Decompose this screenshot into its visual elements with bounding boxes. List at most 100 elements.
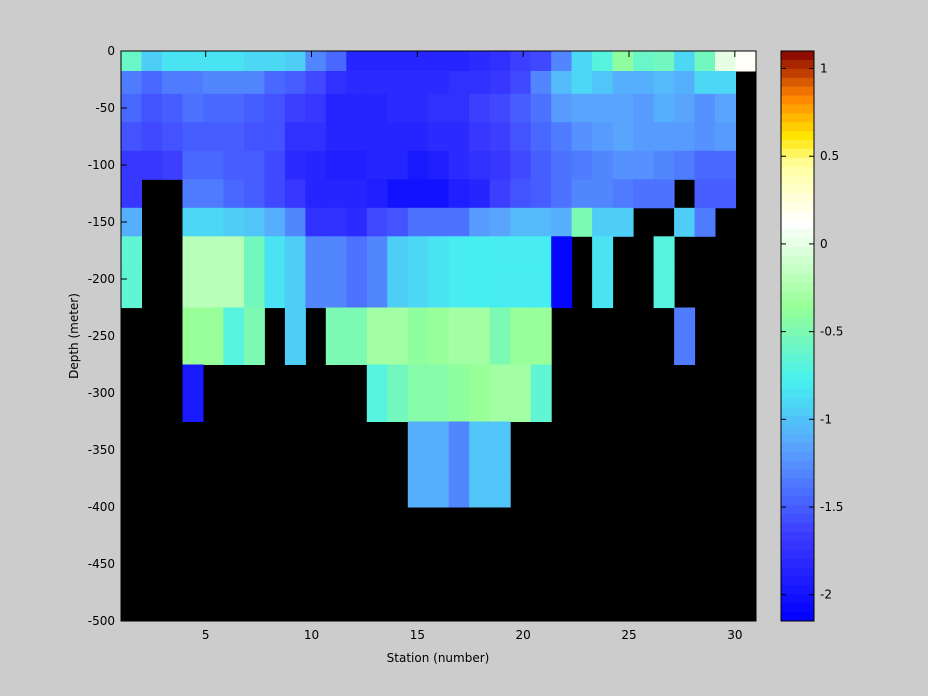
colorbar-tick-label: 1 bbox=[820, 62, 828, 76]
heatmap-cell bbox=[182, 264, 204, 309]
heatmap-cell bbox=[407, 236, 429, 266]
heatmap-cell bbox=[469, 236, 491, 266]
colorbar-swatch bbox=[781, 442, 814, 453]
heatmap-cell bbox=[694, 122, 716, 152]
heatmap-cell bbox=[223, 71, 245, 95]
heatmap-cell bbox=[284, 264, 306, 309]
heatmap-cell bbox=[571, 207, 593, 237]
colorbar-swatch bbox=[781, 371, 814, 381]
heatmap-cell bbox=[674, 150, 696, 180]
heatmap-cell bbox=[653, 236, 675, 266]
heatmap-cell bbox=[489, 421, 511, 479]
colorbar-swatch bbox=[781, 612, 814, 622]
colorbar-swatch bbox=[781, 603, 814, 613]
heatmap-cell bbox=[510, 71, 532, 95]
heatmap-cell bbox=[182, 307, 204, 365]
heatmap-cell bbox=[202, 122, 224, 152]
heatmap-cell bbox=[346, 207, 368, 237]
y-tick-label: -300 bbox=[88, 386, 115, 400]
heatmap-cell bbox=[387, 236, 409, 266]
colorbar-swatch bbox=[781, 531, 814, 542]
heatmap-cell bbox=[407, 51, 429, 72]
heatmap-cell bbox=[551, 51, 573, 72]
heatmap-cell bbox=[694, 207, 716, 237]
y-tick-label: -500 bbox=[88, 614, 115, 628]
heatmap-cell bbox=[694, 93, 716, 123]
colorbar-swatch bbox=[781, 264, 814, 275]
heatmap-cell bbox=[121, 71, 142, 95]
heatmap-cell bbox=[264, 122, 286, 152]
heatmap-cell bbox=[243, 71, 265, 95]
heatmap-cell bbox=[489, 478, 511, 508]
heatmap-cell bbox=[284, 71, 306, 95]
x-tick-label: 20 bbox=[516, 628, 531, 642]
heatmap-cell bbox=[202, 236, 224, 266]
colorbar-swatch bbox=[781, 193, 814, 203]
heatmap-cell bbox=[592, 122, 614, 152]
heatmap-cell bbox=[428, 51, 450, 72]
heatmap-cell bbox=[653, 179, 675, 209]
heatmap-cell bbox=[387, 71, 409, 95]
heatmap-cell bbox=[653, 122, 675, 152]
y-tick-label: -100 bbox=[88, 158, 115, 172]
heatmap-cell bbox=[243, 122, 265, 152]
heatmap-cell bbox=[551, 179, 573, 209]
heatmap-cell bbox=[366, 150, 388, 180]
heatmap-cell bbox=[223, 122, 245, 152]
heatmap-cell bbox=[448, 264, 470, 309]
heatmap-cell bbox=[510, 307, 532, 365]
heatmap-cell bbox=[243, 236, 265, 266]
heatmap-cell bbox=[448, 364, 470, 422]
heatmap-cell bbox=[284, 93, 306, 123]
heatmap-cell bbox=[121, 122, 142, 152]
colorbar-swatch bbox=[781, 148, 814, 159]
heatmap-cell bbox=[510, 122, 532, 152]
heatmap-cell bbox=[305, 264, 327, 309]
colorbar-swatch bbox=[781, 122, 814, 132]
heatmap-cell bbox=[202, 150, 224, 180]
heatmap-cell bbox=[264, 71, 286, 95]
heatmap-cell bbox=[264, 93, 286, 123]
heatmap-cell bbox=[428, 364, 450, 422]
heatmap-cell bbox=[202, 179, 224, 209]
heatmap-cell bbox=[448, 150, 470, 180]
heatmap-cell bbox=[735, 51, 757, 72]
colorbar-swatch bbox=[781, 585, 814, 595]
heatmap-cell bbox=[674, 207, 696, 237]
colorbar-swatch bbox=[781, 380, 814, 390]
heatmap-cell bbox=[489, 307, 511, 365]
heatmap-cell bbox=[121, 150, 142, 180]
heatmap-cell bbox=[284, 179, 306, 209]
heatmap-cell bbox=[694, 71, 716, 95]
heatmap-cell bbox=[387, 207, 409, 237]
heatmap-cell bbox=[428, 71, 450, 95]
heatmap-cell bbox=[674, 71, 696, 95]
heatmap-cell bbox=[428, 207, 450, 237]
colorbar-swatch bbox=[781, 398, 814, 408]
heatmap-cell bbox=[530, 207, 552, 237]
heatmap-cell bbox=[551, 122, 573, 152]
colorbar-ticks: 1 0.5 0 -0.5 -1 -1.5 -2 bbox=[781, 62, 843, 602]
heatmap-cell bbox=[121, 51, 142, 72]
colorbar-swatch bbox=[781, 407, 814, 417]
colorbar-swatch bbox=[781, 344, 814, 355]
heatmap-cell bbox=[182, 150, 204, 180]
heatmap-cell bbox=[592, 71, 614, 95]
heatmap-cell bbox=[551, 264, 573, 309]
heatmap-cell bbox=[469, 207, 491, 237]
heatmap-cell bbox=[366, 264, 388, 309]
heatmap-cell bbox=[694, 179, 716, 209]
heatmap-cell bbox=[592, 93, 614, 123]
colorbar-swatch bbox=[781, 487, 814, 497]
heatmap-cell bbox=[202, 264, 224, 309]
heatmap-cell bbox=[284, 236, 306, 266]
colorbar-swatch bbox=[781, 175, 814, 185]
heatmap-cell bbox=[325, 51, 347, 72]
heatmap-cell bbox=[510, 236, 532, 266]
heatmap-cell bbox=[346, 51, 368, 72]
heatmap-cell bbox=[366, 364, 388, 422]
colorbar-swatch bbox=[781, 594, 814, 604]
colorbar-swatch bbox=[781, 184, 814, 194]
heatmap-cell bbox=[571, 150, 593, 180]
heatmap-cell bbox=[243, 150, 265, 180]
